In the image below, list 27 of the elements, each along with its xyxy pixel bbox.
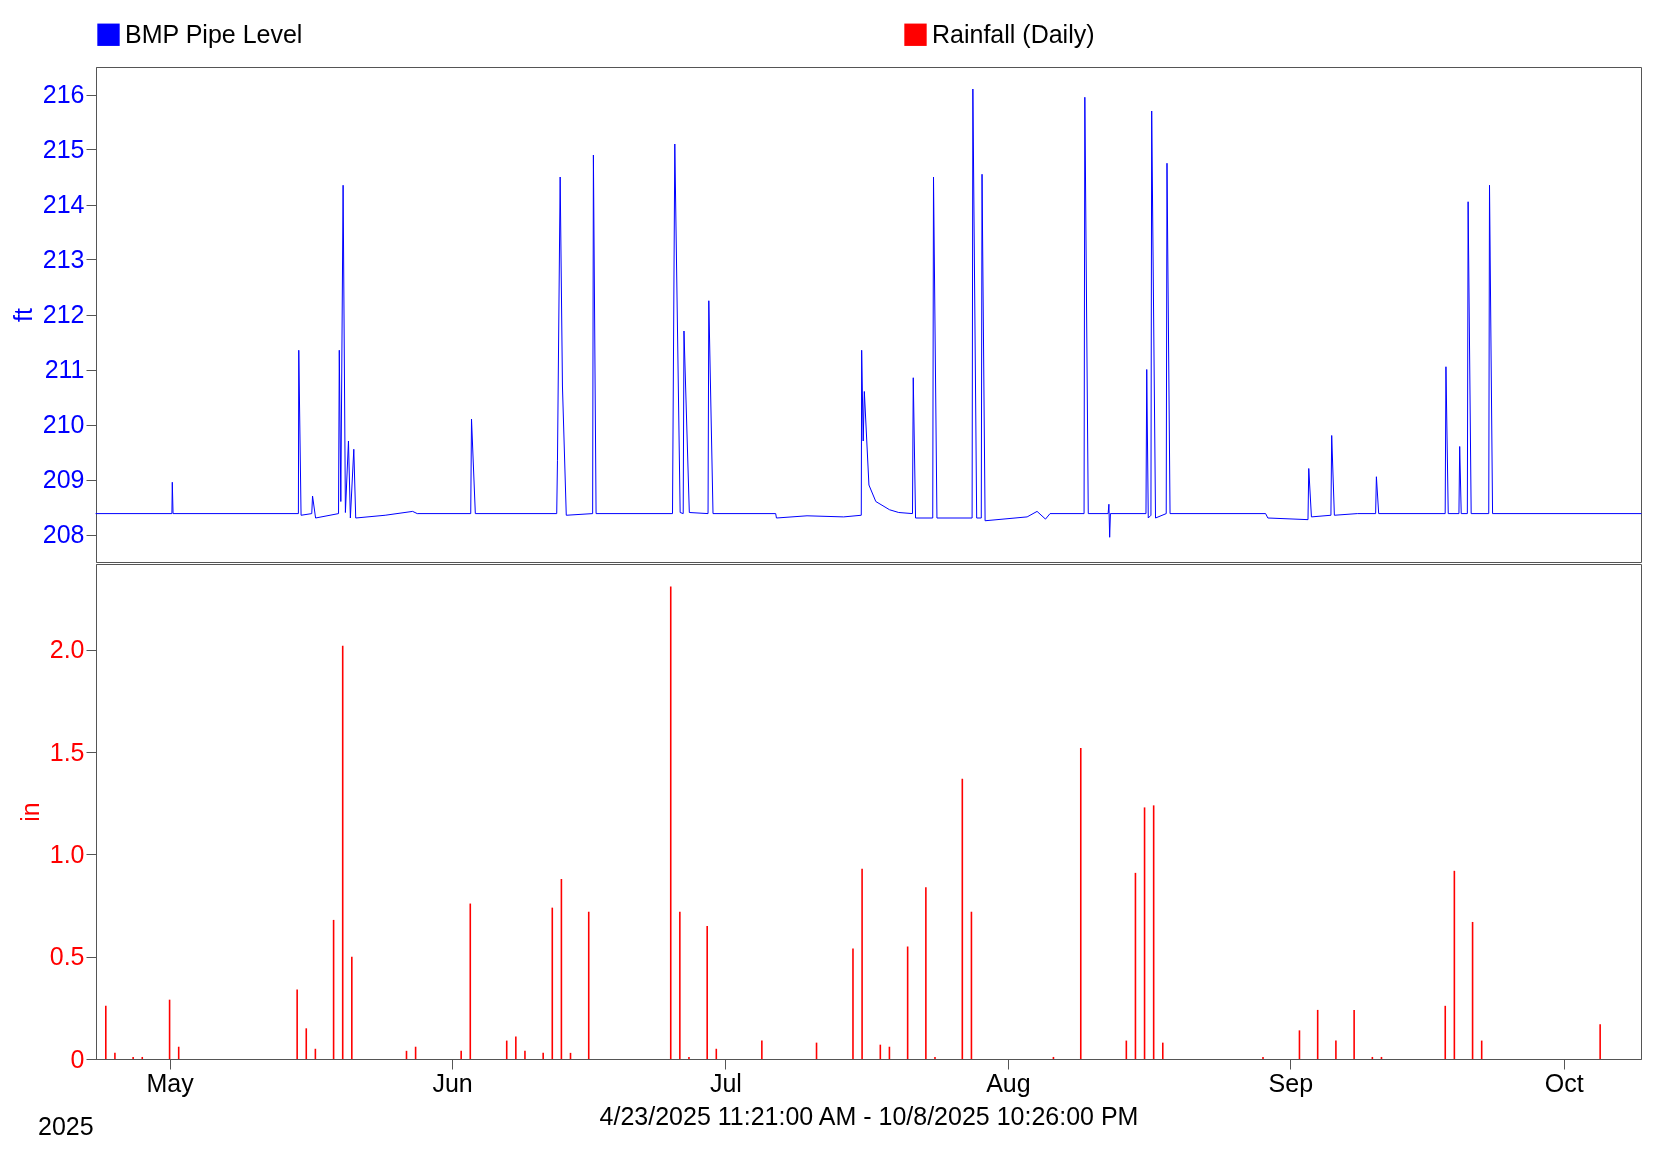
y-tick-label: 0 xyxy=(70,1044,85,1073)
legend-label: Rainfall (Daily) xyxy=(932,19,1095,48)
y-tick-label: 1.0 xyxy=(49,839,85,868)
y-tick-label: 210 xyxy=(42,410,85,438)
y-tick-label: 0.5 xyxy=(49,942,85,971)
y-axis-title: in xyxy=(15,802,44,822)
y-tick-label: 1.5 xyxy=(49,737,85,766)
y-tick-label: 209 xyxy=(42,465,85,493)
x-tick-label: Jul xyxy=(709,1068,742,1097)
x-tick-label: May xyxy=(146,1068,195,1097)
legend-label: BMP Pipe Level xyxy=(125,19,303,48)
text: 2025 xyxy=(38,1112,94,1141)
y-tick-label: 211 xyxy=(44,355,85,383)
y-tick-label: 214 xyxy=(42,190,85,218)
x-tick-label: Aug xyxy=(986,1068,1031,1097)
y-tick-label: 208 xyxy=(42,520,85,548)
y-tick-label: 215 xyxy=(42,135,85,163)
x-tick-label: Jun xyxy=(432,1068,473,1097)
y-tick-label: 213 xyxy=(42,245,85,273)
y-tick-label: 2.0 xyxy=(49,635,85,664)
x-tick-label: Oct xyxy=(1544,1068,1584,1097)
line-series xyxy=(95,88,1642,538)
y-tick-label: 216 xyxy=(42,80,85,108)
x-axis-title: 4/23/2025 11:21:00 AM - 10/8/2025 10:26:00 PM xyxy=(599,1101,1139,1130)
y-axis-title: ft xyxy=(8,308,37,322)
x-tick-label: Sep xyxy=(1268,1068,1314,1097)
y-tick-label: 212 xyxy=(42,300,85,328)
